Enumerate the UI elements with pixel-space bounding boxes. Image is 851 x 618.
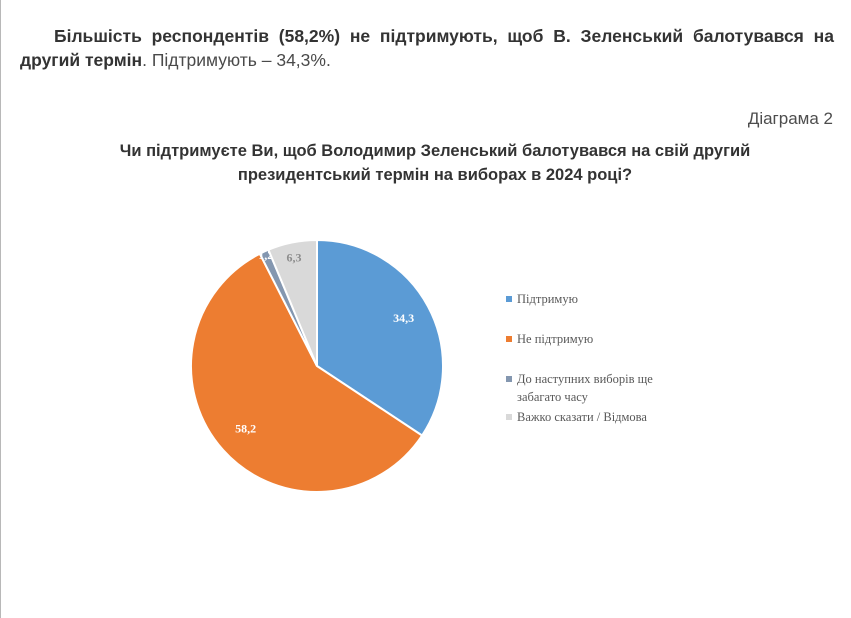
legend-marker-1 bbox=[506, 296, 512, 302]
legend-marker-2 bbox=[506, 336, 512, 342]
legend-marker-3 bbox=[506, 376, 512, 382]
page-left-border bbox=[0, 0, 1, 618]
legend-label-3: До наступних виборів ще забагато часу bbox=[517, 372, 653, 404]
intro-paragraph: Більшість респондентів (58,2%) не підтри… bbox=[20, 24, 834, 72]
intro-plain-text: . Підтримують – 34,3%. bbox=[142, 50, 331, 70]
chart-title: Чи підтримуєте Ви, щоб Володимир Зеленсь… bbox=[119, 142, 751, 184]
pie-data-label-4: 6,3 bbox=[286, 251, 301, 265]
intro-bold-text: Більшість респондентів (58,2%) не підтри… bbox=[20, 26, 834, 70]
legend-label-1: Підтримую bbox=[517, 292, 578, 306]
legend-marker-4 bbox=[506, 414, 512, 420]
pie-slice-4 bbox=[267, 238, 318, 367]
pie-data-label-1: 34,3 bbox=[393, 311, 414, 325]
pie-slice-2 bbox=[190, 252, 424, 493]
legend-label-2: Не підтримую bbox=[517, 332, 594, 346]
pie-data-label-2: 58,2 bbox=[235, 422, 256, 436]
diagram-number: Діаграма 2 bbox=[747, 109, 833, 128]
legend-label-4: Важко сказати / Відмова bbox=[517, 410, 647, 424]
